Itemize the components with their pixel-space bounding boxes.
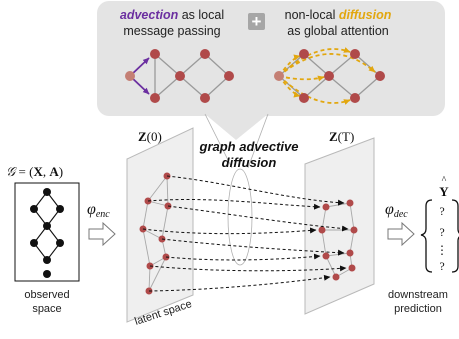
graph-node [299, 93, 309, 103]
center-title-line1: graph advective [199, 139, 299, 154]
trajectory-arrow [149, 265, 347, 272]
advection-rest: as local [178, 8, 224, 22]
observed-label-line1: observed [24, 289, 69, 301]
decoder-label: φdec [385, 201, 408, 220]
observed-node [43, 256, 51, 264]
trajectory-arrow [142, 227, 317, 235]
output-entry: ? [439, 225, 444, 239]
advection-word: advection [120, 8, 179, 22]
callout-bubble [97, 1, 445, 140]
plus-icon-background [248, 13, 265, 30]
latent-node [346, 249, 354, 257]
downstream-label-line1: downstream [388, 289, 448, 301]
latent-node [318, 226, 326, 234]
trajectory-arrow [147, 199, 321, 210]
latent-node [332, 273, 340, 281]
output-right-brace [451, 199, 459, 273]
graph-node [200, 49, 210, 59]
diffusion-heading: non-local diffusion [285, 8, 392, 22]
graph-node [274, 71, 284, 81]
latent-plane-end [304, 137, 375, 315]
output-hat: ^ [442, 175, 447, 186]
trajectory-arrow [167, 205, 349, 232]
observed-node [43, 188, 51, 196]
observed-node [43, 270, 51, 278]
observed-node [56, 239, 64, 247]
observed-node [30, 205, 38, 213]
plane-label-start: Z(0) [138, 129, 162, 144]
diffusion-word: diffusion [339, 8, 392, 22]
latent-graph-end [318, 199, 358, 281]
encoder-arrow-icon [88, 221, 116, 247]
observed-label-line2: space [32, 303, 61, 315]
observed-node [30, 239, 38, 247]
observed-graph-box [14, 182, 80, 282]
output-entry: ? [439, 204, 444, 218]
latent-node [350, 226, 358, 234]
observed-node [43, 222, 51, 230]
graph-node [375, 71, 385, 81]
graph-node [150, 49, 160, 59]
graph-node [324, 71, 334, 81]
output-ellipsis: ⋮ [436, 243, 448, 257]
trajectory-arrow [161, 238, 345, 256]
latent-plane-start [126, 127, 194, 323]
observed-graph [30, 188, 64, 278]
latent-node [322, 252, 330, 260]
diffusion-arrow [278, 75, 325, 82]
decoder-arrow-icon [387, 221, 415, 247]
center-title-line2: diffusion [222, 155, 277, 170]
advection-subheading: message passing [123, 24, 220, 38]
graph-node [350, 93, 360, 103]
graph-node [224, 71, 234, 81]
diffusion-subheading: as global attention [287, 24, 389, 38]
graph-node [125, 71, 135, 81]
latent-node [346, 199, 354, 207]
graph-node [299, 49, 309, 59]
callout-tail [205, 114, 268, 140]
plus-icon: + [252, 12, 262, 31]
trajectory-arrow [165, 253, 321, 261]
diffusion-arrow [278, 53, 376, 77]
trajectory-arrow [148, 274, 331, 292]
encoder-label: φenc [87, 201, 110, 220]
graph-definition: 𝒢 = (X, A) [6, 164, 63, 179]
observed-node [56, 205, 64, 213]
callout-background [97, 1, 445, 116]
output-entry: ? [439, 259, 444, 273]
evolution-trajectories [142, 175, 349, 292]
graph-node [150, 93, 160, 103]
output-left-brace [420, 199, 433, 273]
latent-graph-start [139, 172, 172, 295]
graph-node [350, 49, 360, 59]
plane-label-end: Z(T) [329, 129, 354, 144]
latent-node [348, 264, 356, 272]
advection-graph [125, 49, 234, 103]
graph-node [200, 93, 210, 103]
latent-node [322, 203, 330, 211]
advection-heading: advection as local [120, 8, 224, 22]
diffusion-graph [274, 47, 385, 105]
graph-node [175, 71, 185, 81]
downstream-label-line2: prediction [394, 303, 442, 315]
diffusion-prefix: non-local [285, 8, 339, 22]
output-label: Y [439, 184, 449, 199]
diffusion-arrow [278, 75, 351, 105]
